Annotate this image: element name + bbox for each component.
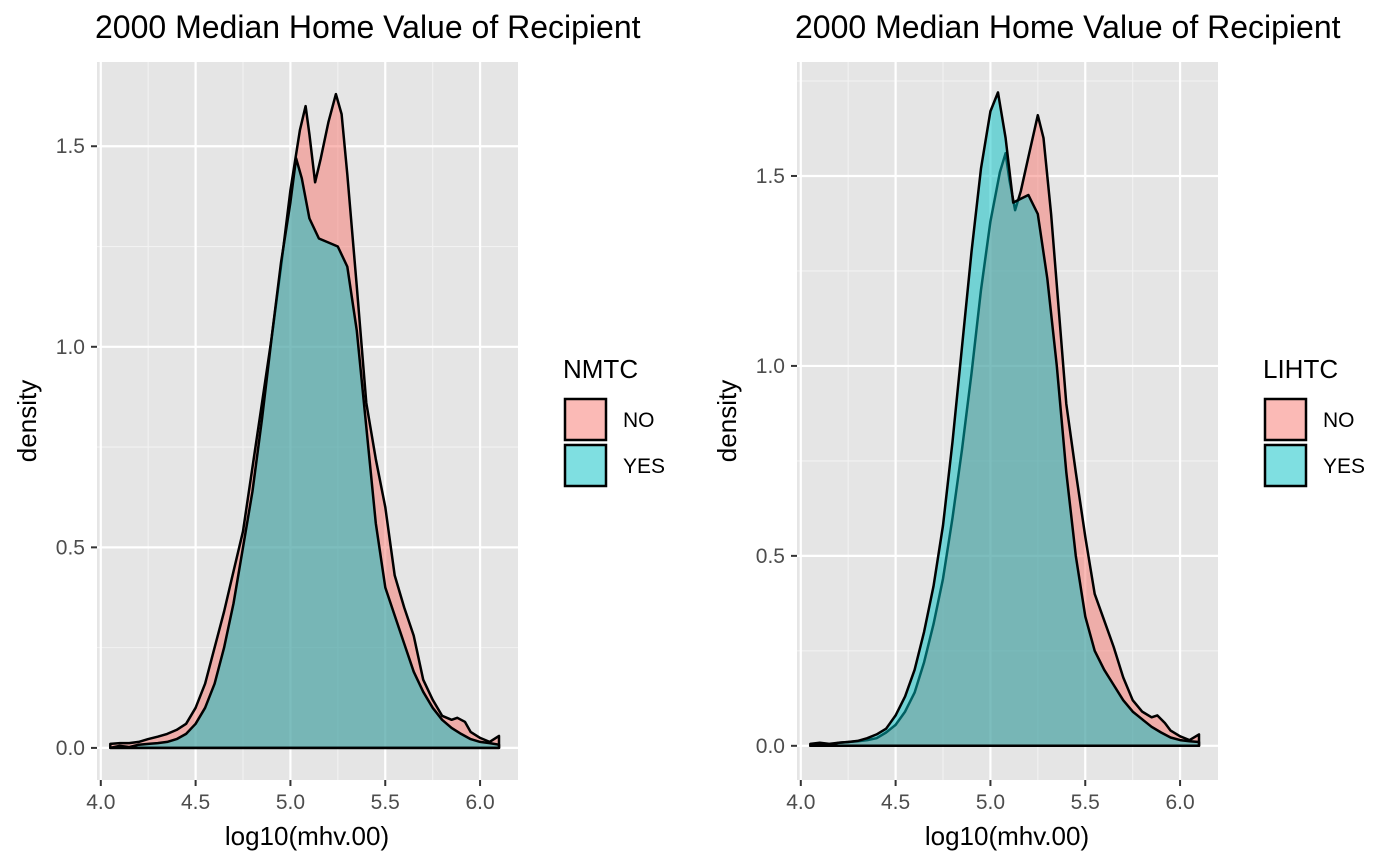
lihtc-density-chart: 2000 Median Home Value of Recipient 4.0 … [712,9,1365,851]
x-tick-label: 4.0 [786,791,815,814]
y-axis-title: density [712,380,742,462]
legend-title: NMTC [563,354,638,384]
y-tick-label: 0.0 [56,737,85,760]
y-tick-label: 0.0 [756,735,785,758]
x-axis-title: log10(mhv.00) [225,821,389,851]
legend-label-no: NO [623,409,655,432]
x-tick-label: 4.5 [881,791,910,814]
x-tick-label: 5.5 [1071,791,1100,814]
x-tick-label: 4.5 [181,791,210,814]
chart-title: 2000 Median Home Value of Recipient [795,9,1341,45]
nmtc-density-chart: 2000 Median Home Value of Recipient 4.0 … [12,9,665,851]
x-tick-label: 6.0 [1165,791,1194,814]
legend-key-no [565,399,606,440]
x-tick-label: 5.0 [976,791,1005,814]
y-tick-label: 1.0 [56,336,85,359]
y-tick-label: 1.5 [56,135,85,158]
x-tick-label: 4.0 [86,791,115,814]
legend-label-no: NO [1323,409,1355,432]
legend-label-yes: YES [623,455,665,478]
legend-key-yes [565,445,606,486]
legend-label-yes: YES [1323,455,1365,478]
y-tick-label: 0.5 [756,545,785,568]
y-tick-label: 1.5 [756,165,785,188]
legend: NMTC NO YES [563,354,665,486]
legend-key-yes [1265,445,1306,486]
x-axis-title: log10(mhv.00) [925,821,1089,851]
y-tick-label: 1.0 [756,355,785,378]
y-axis-title: density [12,380,42,462]
x-tick-label: 5.5 [371,791,400,814]
y-tick-label: 0.5 [56,536,85,559]
legend-title: LIHTC [1263,354,1338,384]
legend-key-no [1265,399,1306,440]
x-tick-label: 5.0 [276,791,305,814]
x-tick-label: 6.0 [465,791,494,814]
chart-title: 2000 Median Home Value of Recipient [95,9,641,45]
legend: LIHTC NO YES [1263,354,1365,486]
